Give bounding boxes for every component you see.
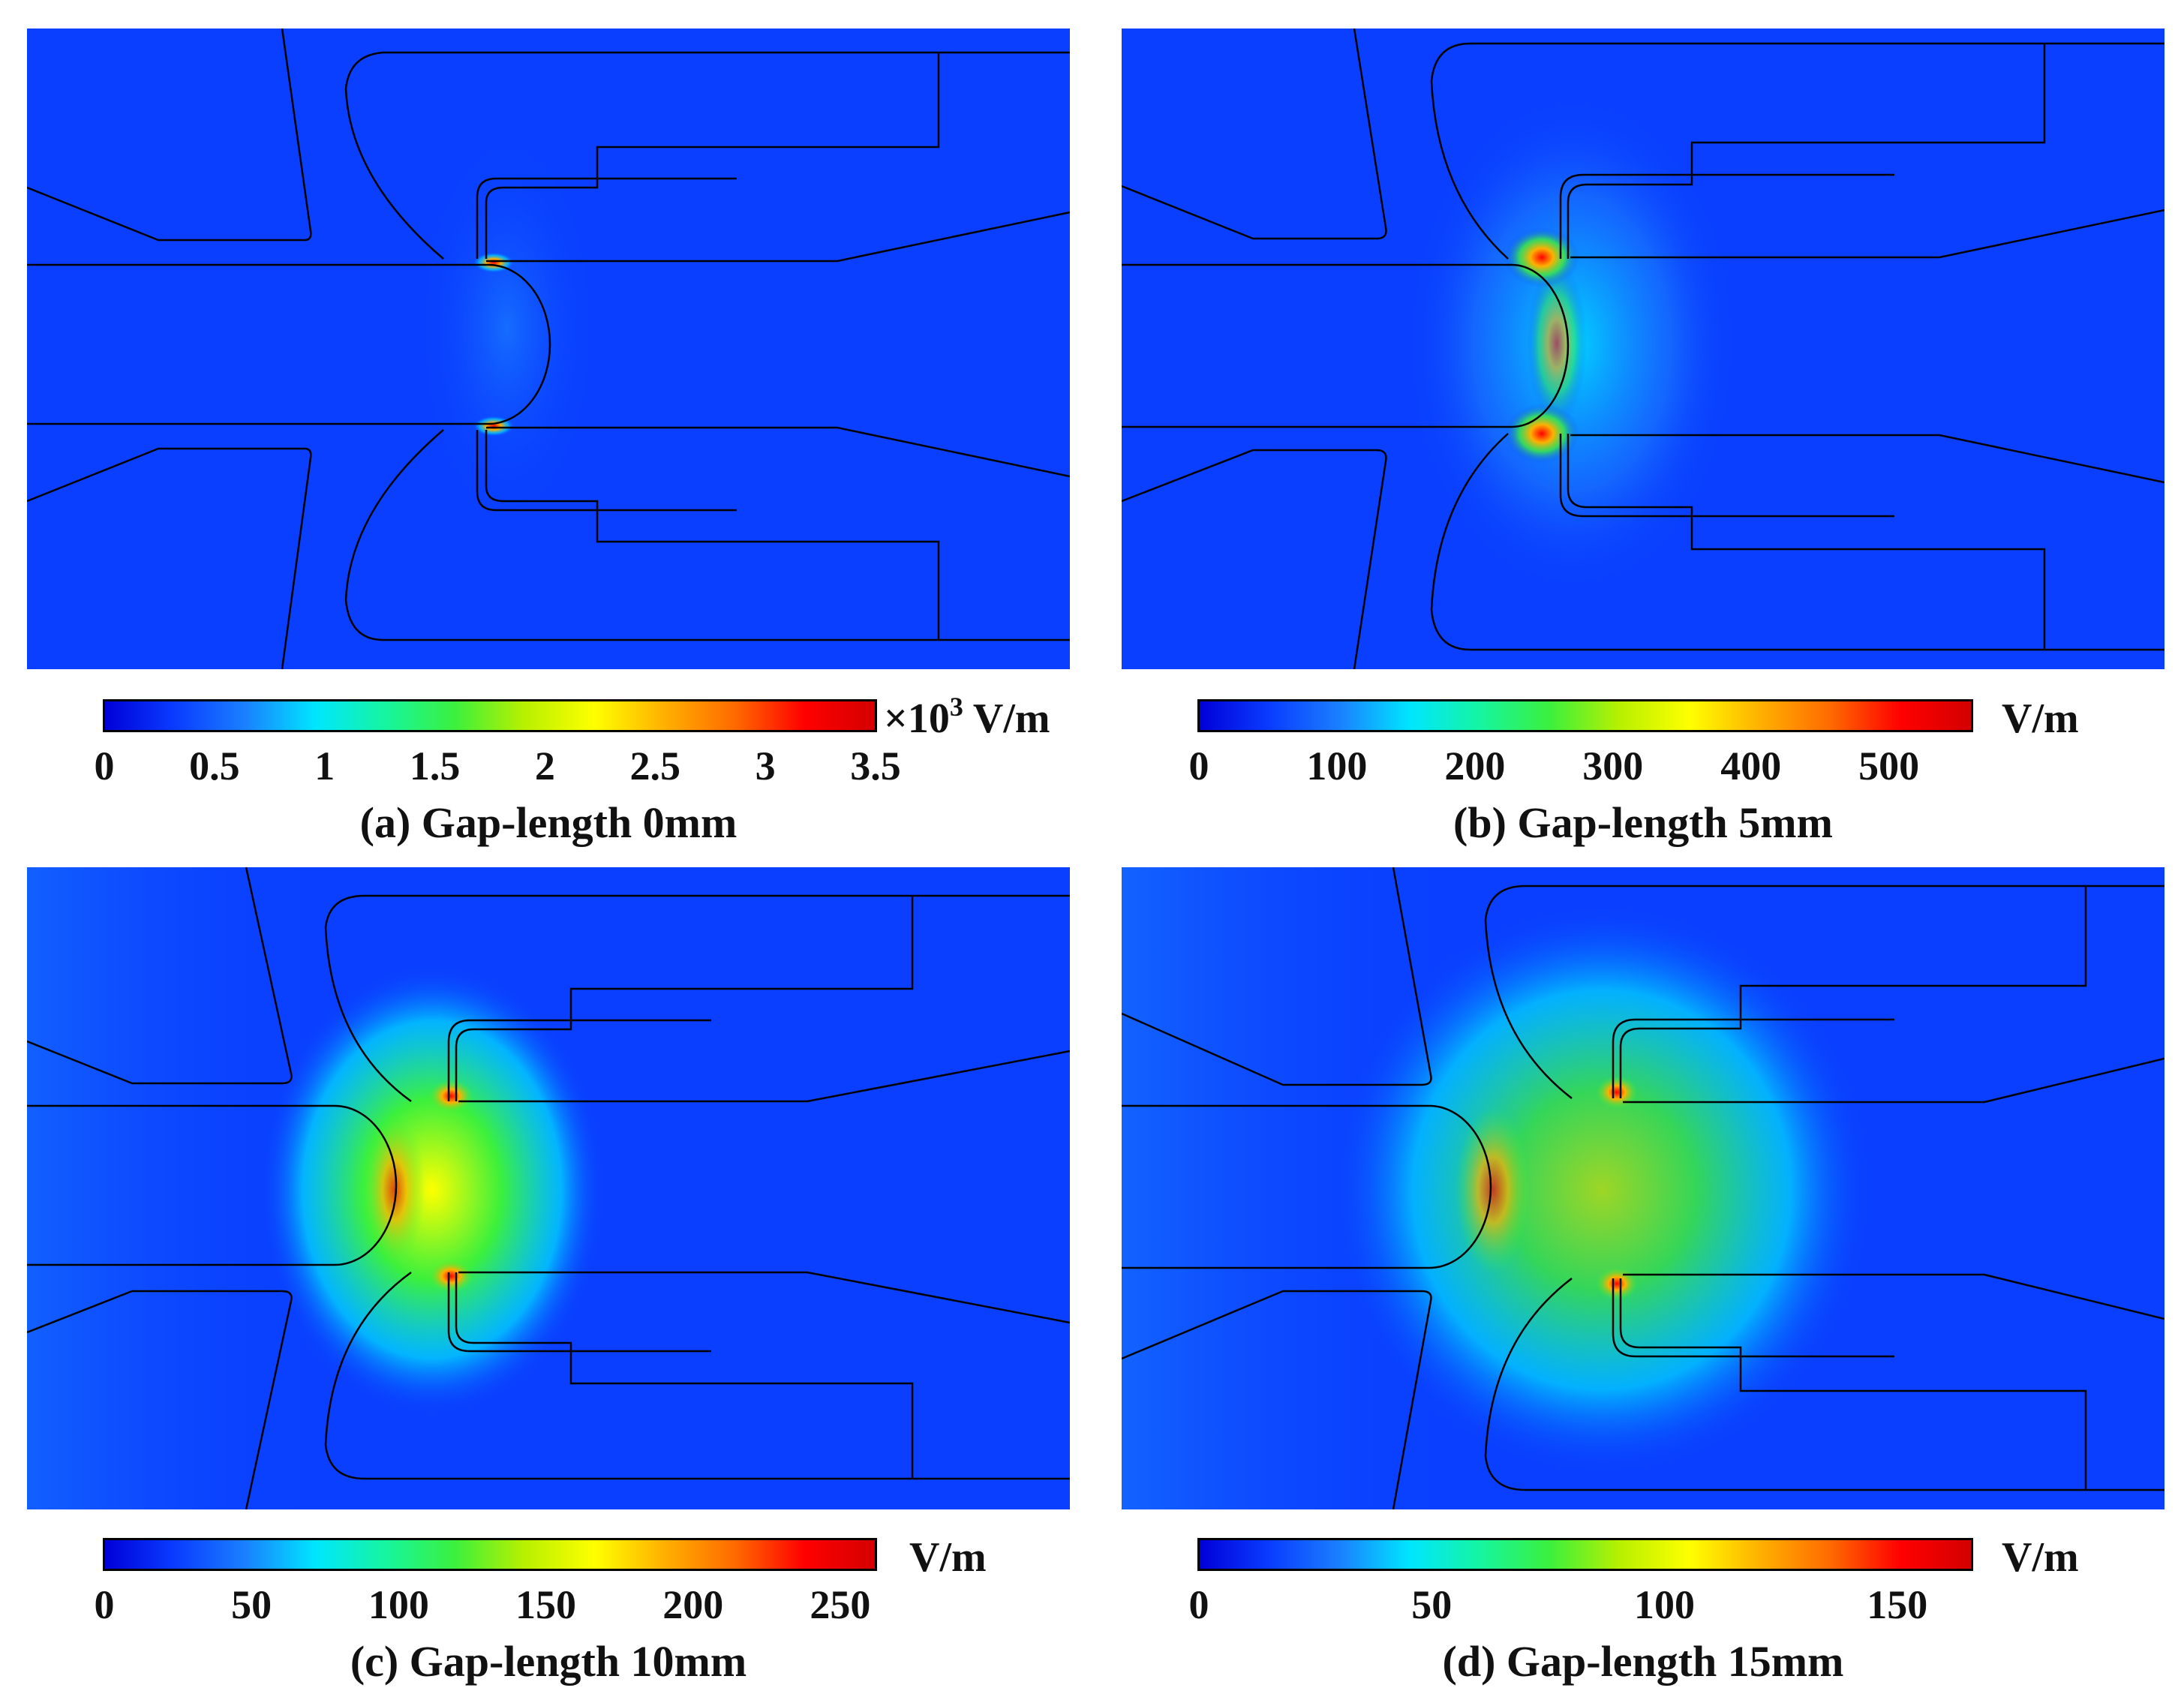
colorbar-tick-a-5: 2.5 <box>629 743 681 788</box>
unit-exp-a: 3 <box>949 692 963 722</box>
colorbar-tick-b-2: 200 <box>1444 743 1506 788</box>
unit-text-c: V/m <box>909 1534 987 1581</box>
colorbar-tick-a-6: 3 <box>755 743 776 788</box>
colorbar-unit-c: V/m <box>909 1536 987 1578</box>
colorbar-tick-a-2: 1 <box>314 743 335 788</box>
colorbar-tick-c-0: 0 <box>94 1582 115 1627</box>
unit-prefix-a: ×10 <box>884 695 950 742</box>
colorbar-tick-b-0: 0 <box>1188 743 1209 788</box>
caption-c: (c) Gap-length 10mm <box>350 1637 747 1686</box>
colorbar-tick-c-4: 200 <box>662 1582 724 1627</box>
colorbar-tick-c-3: 150 <box>515 1582 577 1627</box>
colorbar-tick-c-5: 250 <box>810 1582 871 1627</box>
colorbar-unit-b: V/m <box>2002 698 2079 740</box>
colorbar-unit-d: V/m <box>2002 1536 2079 1578</box>
colorbar-a <box>103 699 877 732</box>
colorbar-c <box>103 1538 877 1571</box>
colorbar-unit-a: ×103 V/m <box>884 693 1050 742</box>
colorbar-tick-b-5: 500 <box>1858 743 1920 788</box>
colorbar-tick-b-1: 100 <box>1306 743 1368 788</box>
colorbar-tick-a-3: 1.5 <box>409 743 461 788</box>
field-plot-c <box>27 867 1070 1509</box>
colorbar-tick-d-0: 0 <box>1188 1582 1209 1627</box>
colorbar-tick-a-0: 0 <box>94 743 115 788</box>
field-plot-a <box>27 29 1070 669</box>
field-plot-b-svg <box>1122 29 2164 669</box>
caption-b: (b) Gap-length 5mm <box>1453 798 1833 847</box>
colorbar-b <box>1197 699 1973 732</box>
caption-d: (d) Gap-length 15mm <box>1442 1637 1844 1686</box>
colorbar-tick-b-3: 300 <box>1582 743 1644 788</box>
unit-text-a: V/m <box>963 695 1050 742</box>
field-plot-a-svg <box>27 29 1070 669</box>
colorbar-tick-d-3: 150 <box>1867 1582 1928 1627</box>
colorbar-tick-a-4: 2 <box>534 743 555 788</box>
colorbar-tick-c-1: 50 <box>231 1582 272 1627</box>
colorbar-tick-c-2: 100 <box>368 1582 429 1627</box>
colorbar-tick-d-1: 50 <box>1411 1582 1452 1627</box>
colorbar-tick-d-2: 100 <box>1633 1582 1695 1627</box>
unit-text-d: V/m <box>2002 1534 2079 1581</box>
colorbar-tick-b-4: 400 <box>1720 743 1782 788</box>
field-plot-d <box>1122 867 2164 1509</box>
caption-a: (a) Gap-length 0mm <box>359 798 738 847</box>
field-plot-c-svg <box>27 867 1070 1509</box>
colorbar-tick-a-1: 0.5 <box>189 743 240 788</box>
field-plot-b <box>1122 29 2164 669</box>
colorbar-tick-a-7: 3.5 <box>850 743 901 788</box>
field-plot-d-svg <box>1122 867 2164 1509</box>
colorbar-d <box>1197 1538 1973 1571</box>
unit-text-b: V/m <box>2002 695 2079 742</box>
